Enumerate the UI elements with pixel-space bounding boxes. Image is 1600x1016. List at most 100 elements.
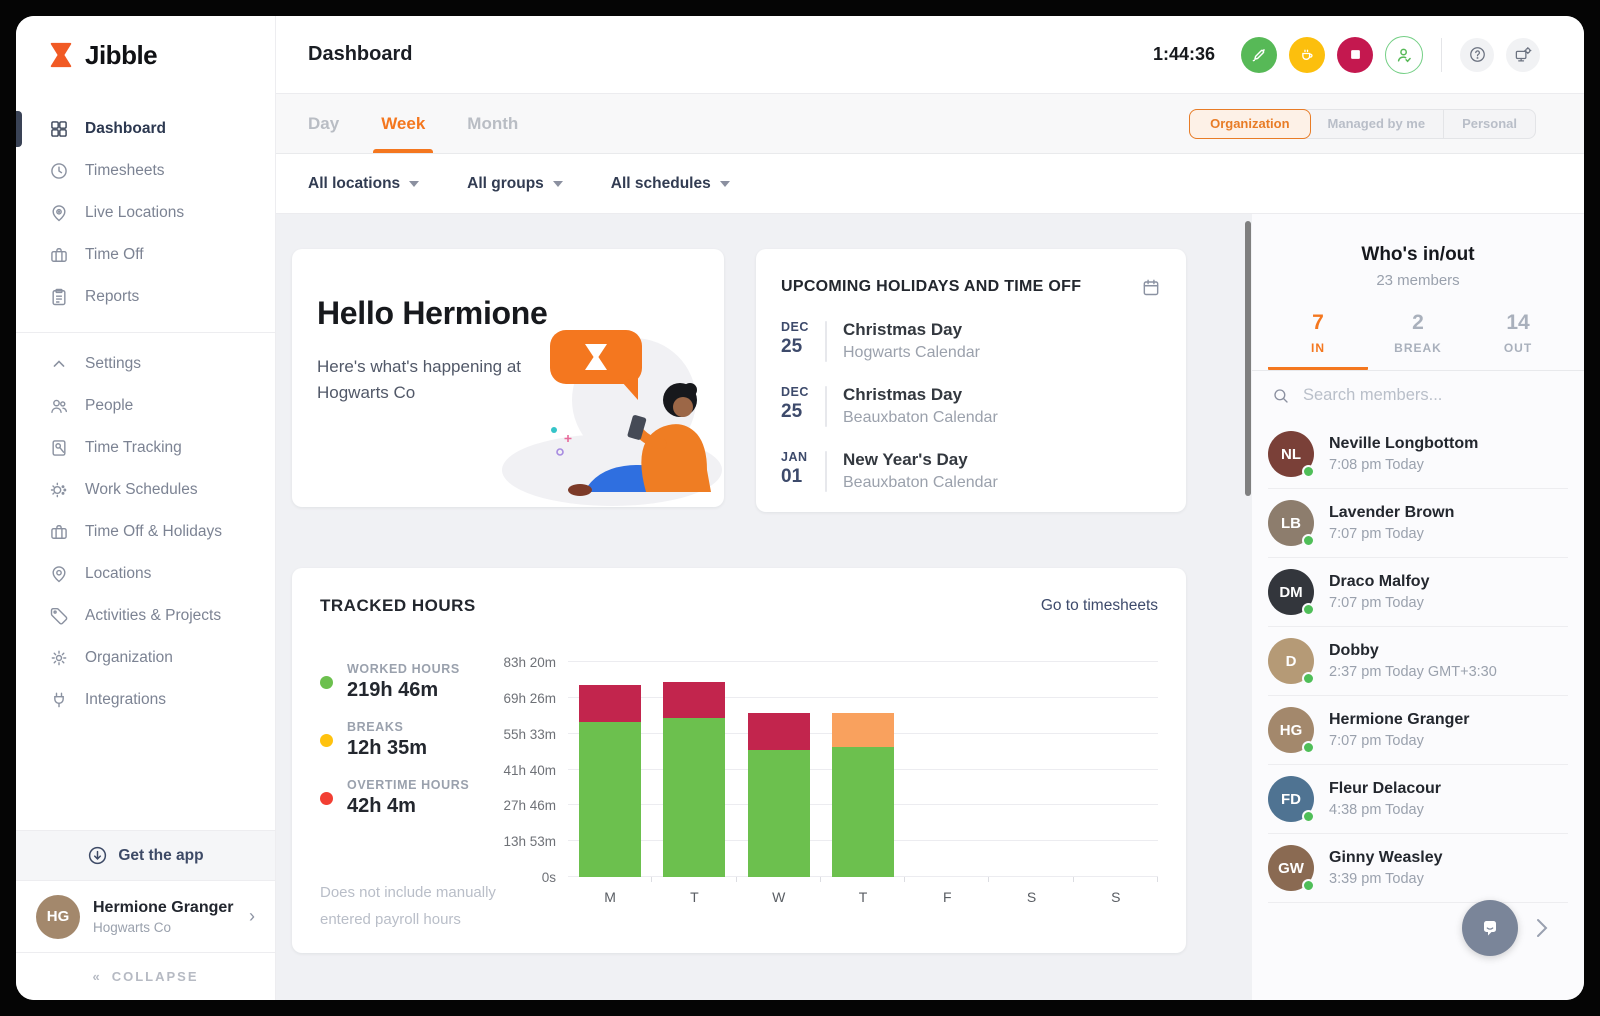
holiday-day: 25 [781,401,803,422]
scope-tab-organization[interactable]: Organization [1189,108,1311,139]
member-list: NL Neville Longbottom 7:08 pm Today LB La… [1252,420,1584,903]
sidebar-item-time-off-holidays[interactable]: Time Off & Holidays [16,511,275,553]
member-time: 3:39 pm Today [1329,871,1424,887]
sidebar-item-label: Locations [85,565,152,582]
tabs-divider [1252,370,1584,371]
in-count: 7 [1312,311,1324,334]
sidebar-item-timesheets[interactable]: Timesheets [16,150,275,192]
status-in-dot [1302,603,1315,616]
sidebar-item-reports[interactable]: Reports [16,276,275,318]
sidebar-item-locations[interactable]: Locations [16,553,275,595]
logo[interactable]: Jibble [16,16,275,94]
legend-worked-hours: WORKED HOURS 219h 46m [320,662,472,702]
chart-ytick-label: 41h 40m [503,762,556,778]
holiday-month: DEC [781,385,809,399]
in-label: IN [1311,341,1325,355]
whos-in-out-panel: Who's in/out 23 members 7 IN 2 BREAK 14 … [1252,214,1584,1000]
header-divider [1441,37,1442,72]
collapse-panel-chevron[interactable] [1534,916,1550,940]
download-icon [87,845,108,866]
break-label: BREAK [1394,341,1442,355]
chart-bar-overtime-hours[interactable] [663,681,726,719]
stop-button[interactable] [1337,36,1373,73]
sidebar-divider [16,332,275,333]
user-profile-row[interactable]: HG Hermione Granger Hogwarts Co › [16,880,275,952]
tab-day[interactable]: Day [308,94,339,153]
chart-bar-worked-hours[interactable] [831,746,894,877]
view-tabs: Day Week Month [308,94,518,153]
sidebar-item-label: Activities & Projects [85,607,222,624]
kiosk-settings-button[interactable] [1506,37,1540,72]
whos-in-out-title: Who's in/out [1361,244,1475,265]
sidebar-item-live-locations[interactable]: Live Locations [16,192,275,234]
get-the-app-button[interactable]: Get the app [16,830,275,880]
sidebar-item-work-schedules[interactable]: Work Schedules [16,469,275,511]
chart-x-label: T [858,889,868,905]
sidebar-item-settings[interactable]: Settings [16,343,275,385]
chart-bar-worked-hours[interactable] [747,749,810,877]
go-to-timesheets-link[interactable]: Go to timesheets [1040,597,1158,614]
scope-tab-managed-by-me[interactable]: Managed by me [1310,109,1445,138]
sidebar-item-time-tracking[interactable]: Time Tracking [16,427,275,469]
break-button[interactable] [1289,36,1325,73]
tab-out[interactable]: 14 OUT [1468,311,1568,370]
chat-widget-button[interactable] [1462,900,1518,956]
tab-month[interactable]: Month [467,94,518,153]
chart-bar-overtime-hours[interactable] [747,713,810,750]
tab-in[interactable]: 7 IN [1268,311,1368,370]
member-row-neville[interactable]: NL Neville Longbottom 7:08 pm Today [1268,420,1568,489]
locations-filter-dropdown[interactable]: All locations [308,175,420,193]
chart-bar-overtime-in-progress[interactable] [831,713,894,747]
tab-month-label: Month [467,113,519,133]
sidebar-item-organization[interactable]: Organization [16,637,275,679]
chevron-right-icon: › [249,906,255,926]
member-search [1252,371,1584,420]
member-time: 2:37 pm Today GMT+3:30 [1329,664,1497,680]
sidebar-item-dashboard[interactable]: Dashboard [16,108,275,150]
chart-bar-worked-hours[interactable] [579,721,642,877]
avatar: HG [36,894,80,939]
sidebar-item-activities-projects[interactable]: Activities & Projects [16,595,275,637]
get-the-app-label: Get the app [118,846,204,864]
chart-bar-overtime-hours[interactable] [579,685,642,722]
member-row-ginny[interactable]: GW Ginny Weasley 3:39 pm Today [1268,834,1568,903]
calendar-icon[interactable] [1141,277,1161,297]
holiday-divider [825,386,827,427]
collapse-button[interactable]: « COLLAPSE [16,952,275,1000]
sidebar-item-integrations[interactable]: Integrations [16,679,275,721]
tab-week[interactable]: Week [373,94,434,153]
legend-breaks: BREAKS 12h 35m [320,720,472,760]
chart-x-label: S [1111,889,1121,905]
holiday-month: DEC [781,320,809,334]
member-row-fleur[interactable]: FD Fleur Delacour 4:38 pm Today [1268,765,1568,834]
member-row-draco[interactable]: DM Draco Malfoy 7:07 pm Today [1268,558,1568,627]
member-row-hermione[interactable]: HG Hermione Granger 7:07 pm Today [1268,696,1568,765]
scope-segmented-control: Organization Managed by me Personal [1189,108,1536,139]
people-icon [48,395,70,417]
caret-down-icon [719,180,730,187]
vertical-scrollbar[interactable] [1245,221,1251,496]
scope-tab-personal[interactable]: Personal [1462,116,1517,131]
member-row-dobby[interactable]: D Dobby 2:37 pm Today GMT+3:30 [1268,627,1568,696]
tab-break[interactable]: 2 BREAK [1368,311,1468,370]
schedules-filter-dropdown[interactable]: All schedules [611,175,730,193]
legend-value: 42h 4m [347,795,416,817]
change-activity-button[interactable] [1241,36,1277,73]
member-row-lavender[interactable]: LB Lavender Brown 7:07 pm Today [1268,489,1568,558]
member-name: Lavender Brown [1329,504,1455,521]
chart-bar-worked-hours[interactable] [663,718,726,877]
status-in-dot [1302,810,1315,823]
groups-filter-dropdown[interactable]: All groups [467,175,563,193]
avatar-initials: LB [1281,514,1301,532]
member-time: 4:38 pm Today [1329,802,1424,818]
chart-x-label: T [690,889,699,905]
holiday-entry: DEC 25 Christmas Day Hogwarts Calendar [781,320,1161,362]
search-icon [1272,387,1290,405]
help-button[interactable] [1460,37,1494,72]
sidebar-item-people[interactable]: People [16,385,275,427]
search-members-input[interactable] [1303,386,1564,405]
sidebar-item-time-off[interactable]: Time Off [16,234,275,276]
chart-bar-column [821,662,906,882]
clocked-in-status-button[interactable] [1385,35,1423,74]
